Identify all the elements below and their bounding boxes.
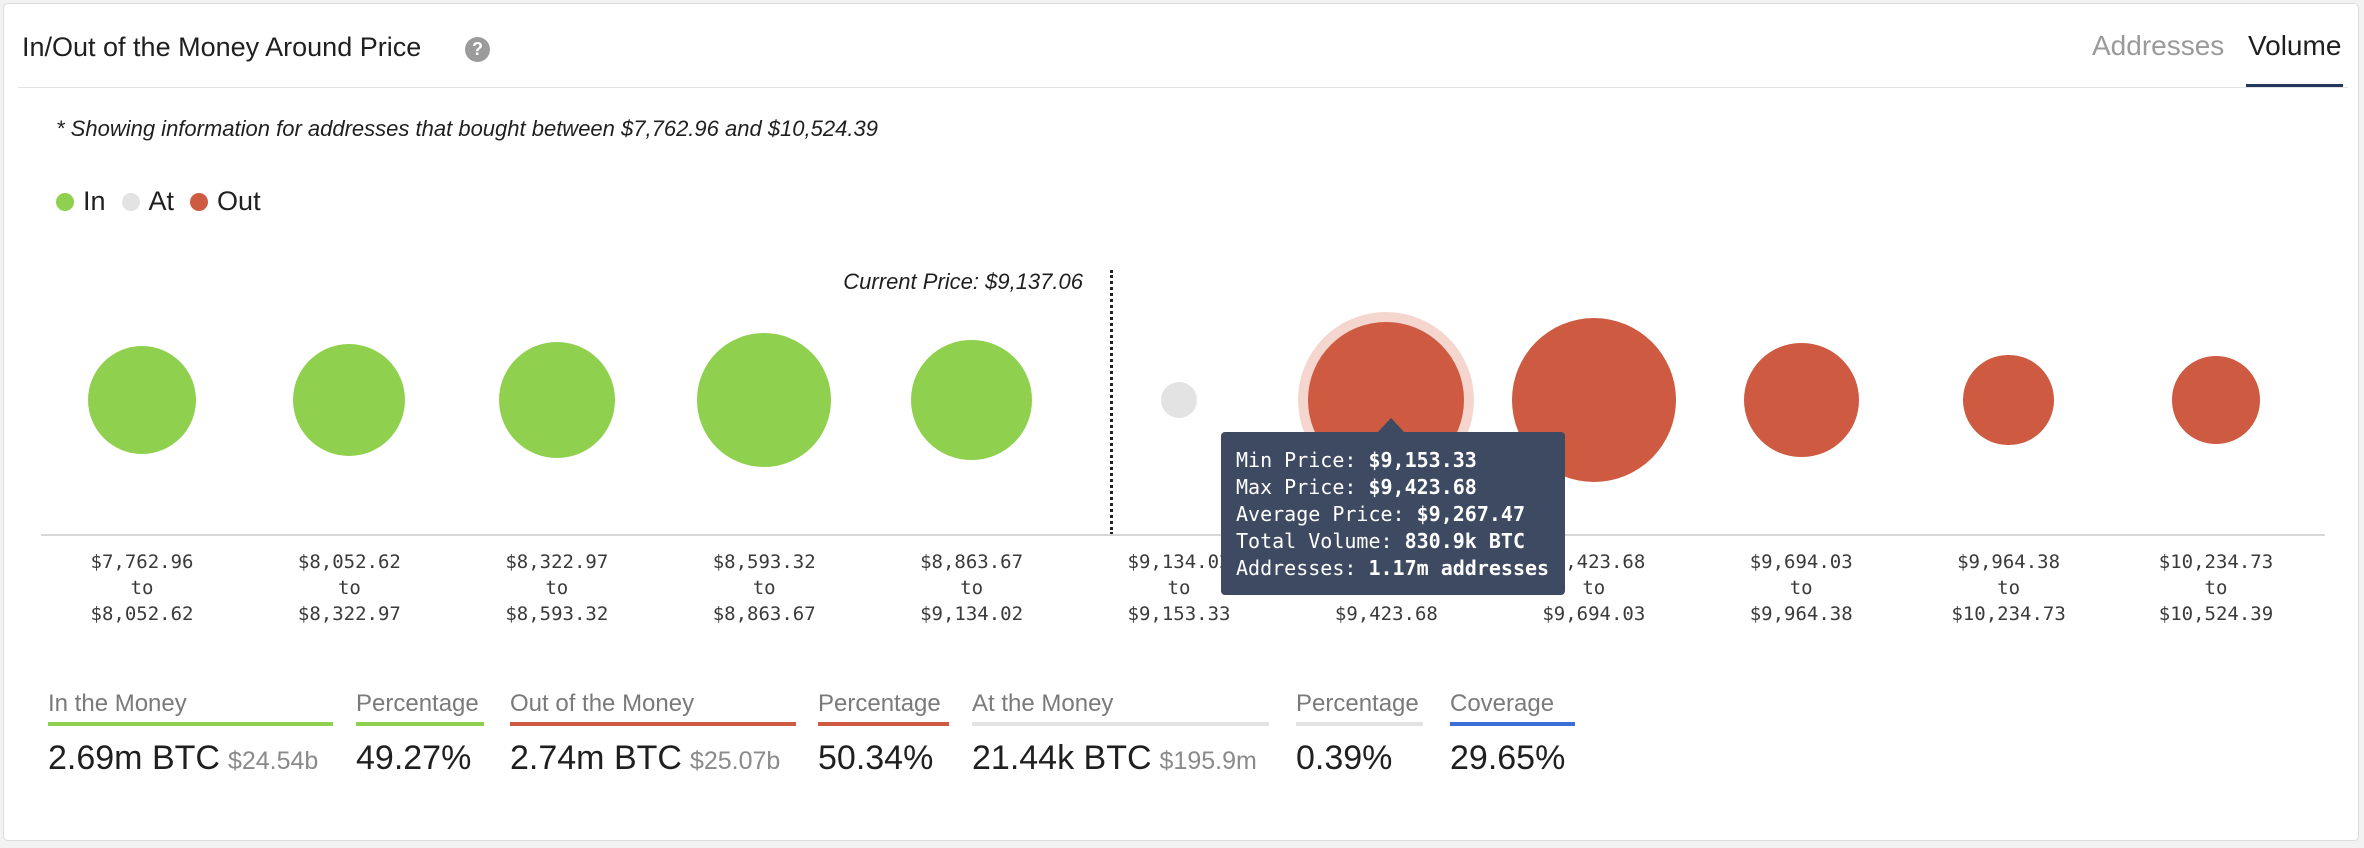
bubble-in-3[interactable]: [697, 333, 831, 467]
tooltip-row-addresses: Addresses: 1.17m addresses: [1236, 556, 1550, 580]
legend-dot-at: [121, 192, 140, 211]
x-tick-label: $10,234.73 to $10,524.39: [2158, 551, 2274, 625]
x-axis-line: [41, 534, 2325, 536]
x-tick-label: $8,593.32 to $8,863.67: [712, 551, 816, 625]
tooltip-row-min: Min Price: $9,153.33: [1236, 448, 1477, 472]
x-tick-label: $8,052.62 to $8,322.97: [297, 551, 401, 625]
bubble-in-2[interactable]: [498, 342, 615, 458]
range-note: * Showing information for addresses that…: [56, 116, 878, 141]
stat-value: 2.69m BTC $24.54b: [48, 739, 319, 777]
tooltip-row-max: Max Price: $9,423.68: [1236, 475, 1477, 499]
stat-at-the-money: At the Money 21.44k BTC $195.9m: [972, 690, 1269, 778]
x-tick-label: $9,134.02 to $9,153.33: [1127, 551, 1231, 625]
stat-value: 29.65%: [1450, 739, 1566, 777]
bubble-out-8[interactable]: [1743, 342, 1859, 458]
bubble-in-0[interactable]: [87, 345, 197, 455]
tab-volume[interactable]: Volume: [2248, 30, 2342, 61]
tab-addresses[interactable]: Addresses: [2092, 30, 2225, 61]
legend-item-out[interactable]: Out: [190, 186, 261, 217]
stat-value: 21.44k BTC $195.9m: [972, 739, 1257, 777]
legend-label-at: At: [148, 186, 175, 216]
iotm-widget: In/Out of the Money Around Price ? Addre…: [3, 3, 2359, 841]
bubble-in-1[interactable]: [293, 343, 406, 457]
header-divider: [18, 87, 2348, 88]
x-tick-label: $8,322.97 to $8,593.32: [505, 551, 609, 625]
legend: In At Out: [56, 186, 277, 217]
legend-dot-out: [190, 192, 209, 211]
stat-bar-in-pct: [356, 722, 484, 726]
stat-label: Percentage: [818, 690, 941, 717]
bubble-out-9[interactable]: [1963, 354, 2054, 446]
legend-item-in[interactable]: In: [56, 186, 106, 217]
stat-label: In the Money: [48, 690, 187, 717]
stat-label: Percentage: [1296, 690, 1419, 717]
stat-in-the-money: In the Money 2.69m BTC $24.54b: [48, 690, 333, 778]
stat-bar-at-pct: [1296, 722, 1423, 726]
stat-in-percentage: Percentage 49.27%: [356, 690, 484, 778]
x-tick-label: $7,762.96 to $8,052.62: [90, 551, 194, 625]
stat-out-percentage: Percentage 50.34%: [818, 690, 949, 778]
x-tick-label: $9,964.38 to $10,234.73: [1951, 551, 2066, 625]
stat-coverage: Coverage 29.65%: [1450, 690, 1575, 778]
stat-value: 50.34%: [818, 739, 934, 777]
legend-item-at[interactable]: At: [121, 186, 175, 217]
bubble-out-10[interactable]: [2172, 356, 2260, 444]
stat-label: Percentage: [356, 690, 479, 717]
stat-label: Coverage: [1450, 690, 1555, 717]
stat-value: 2.74m BTC $25.07b: [510, 739, 781, 777]
bubble-in-4[interactable]: [911, 339, 1033, 461]
legend-label-out: Out: [217, 186, 261, 216]
widget-title: In/Out of the Money Around Price: [22, 32, 422, 62]
active-tab-indicator: [2246, 84, 2343, 88]
tooltip-arrow: [1377, 418, 1405, 433]
bubble-at-5[interactable]: [1161, 382, 1197, 418]
legend-dot-in: [56, 192, 74, 211]
x-tick-label: $9,423.68 to $9,694.03: [1542, 551, 1646, 625]
x-tick-label: $8,863.67 to $9,134.02: [920, 551, 1024, 625]
tooltip-row-avg: Average Price: $9,267.47: [1236, 502, 1525, 526]
help-icon[interactable]: ?: [465, 37, 490, 62]
current-price-line: [1110, 270, 1113, 535]
stat-bar-out: [510, 722, 796, 726]
tooltip-row-volume: Total Volume: 830.9k BTC: [1236, 529, 1526, 553]
stat-bar-coverage: [1450, 722, 1575, 726]
stat-out-of-the-money: Out of the Money 2.74m BTC $25.07b: [510, 690, 796, 778]
stat-at-percentage: Percentage 0.39%: [1296, 690, 1423, 778]
bubble-tooltip: Min Price: $9,153.33 Max Price: $9,423.6…: [1221, 432, 1565, 595]
stat-value: 0.39%: [1296, 739, 1393, 777]
x-tick-label: $9,694.03 to $9,964.38: [1749, 551, 1853, 625]
stat-label: At the Money: [972, 690, 1114, 717]
stat-bar-in: [48, 722, 333, 726]
stat-bar-at: [972, 722, 1269, 726]
stat-label: Out of the Money: [510, 690, 695, 717]
stat-value: 49.27%: [356, 739, 472, 777]
stat-bar-out-pct: [818, 722, 949, 726]
current-price-label: Current Price: $9,137.06: [843, 269, 1083, 294]
legend-label-in: In: [83, 186, 106, 216]
